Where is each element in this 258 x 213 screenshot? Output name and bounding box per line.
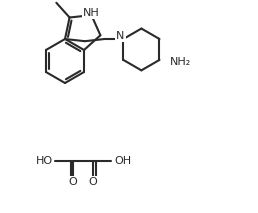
Text: O: O bbox=[69, 177, 77, 187]
Text: NH: NH bbox=[83, 8, 100, 18]
Text: HO: HO bbox=[36, 156, 53, 166]
Text: OH: OH bbox=[114, 156, 131, 166]
Text: NH₂: NH₂ bbox=[170, 57, 191, 67]
Text: O: O bbox=[89, 177, 97, 187]
Text: N: N bbox=[116, 31, 125, 41]
